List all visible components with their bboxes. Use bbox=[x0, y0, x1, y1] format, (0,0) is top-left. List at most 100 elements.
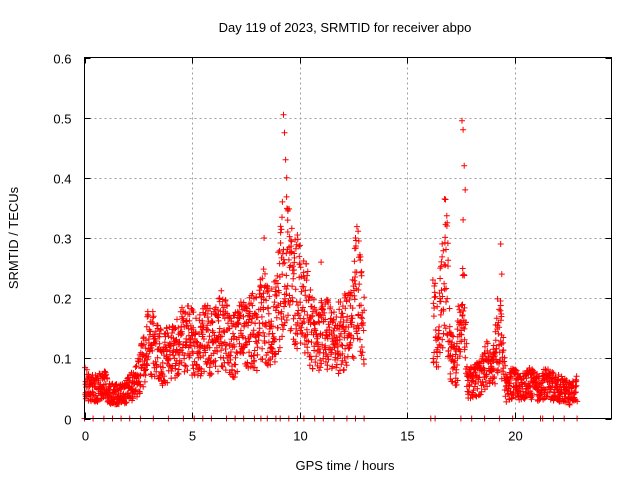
data-point-plus bbox=[103, 371, 110, 378]
data-point-plus bbox=[266, 293, 273, 300]
data-point-plus bbox=[263, 297, 270, 304]
data-point-plus bbox=[327, 315, 334, 322]
data-point-plus bbox=[438, 258, 445, 265]
data-point-plus bbox=[445, 348, 452, 355]
data-point-plus bbox=[147, 328, 154, 335]
data-point-plus bbox=[204, 322, 211, 329]
data-point-plus bbox=[149, 308, 156, 315]
data-point-plus bbox=[439, 240, 446, 247]
data-point-plus bbox=[460, 308, 467, 314]
data-point-plus bbox=[299, 329, 306, 336]
data-point-plus bbox=[254, 351, 261, 358]
x-tick-label: 20 bbox=[508, 429, 522, 444]
data-point-plus bbox=[453, 366, 460, 373]
data-point-plus bbox=[137, 382, 144, 389]
data-point-plus bbox=[309, 365, 316, 372]
data-point-plus bbox=[321, 309, 328, 316]
data-point-plus bbox=[356, 325, 362, 332]
data-point-plus bbox=[85, 371, 92, 378]
data-point-plus bbox=[206, 344, 213, 351]
data-point-plus bbox=[151, 373, 158, 380]
data-point-plus bbox=[526, 365, 533, 371]
data-point-plus bbox=[246, 308, 253, 315]
data-point-plus bbox=[280, 256, 287, 263]
data-point-plus bbox=[442, 325, 449, 332]
data-point-plus bbox=[342, 359, 349, 366]
data-point-plus bbox=[461, 336, 468, 343]
data-point-plus bbox=[244, 305, 250, 312]
data-point-plus bbox=[280, 111, 287, 118]
data-point-plus bbox=[430, 300, 437, 307]
data-point-plus bbox=[145, 353, 152, 360]
data-point-plus bbox=[286, 301, 293, 308]
data-point-plus bbox=[573, 389, 579, 396]
data-point-plus bbox=[259, 345, 266, 352]
y-tick-label: 0.5 bbox=[53, 112, 71, 127]
data-point-plus bbox=[240, 334, 246, 341]
data-point-plus bbox=[232, 361, 239, 368]
data-point-plus bbox=[201, 368, 208, 375]
data-point-plus bbox=[265, 357, 272, 364]
data-point-plus bbox=[286, 205, 293, 212]
data-point-plus bbox=[349, 315, 356, 322]
data-point-plus bbox=[256, 287, 263, 294]
x-tick-label: 5 bbox=[189, 429, 196, 444]
data-point-plus bbox=[566, 401, 573, 407]
data-point-plus bbox=[357, 257, 364, 264]
data-point-plus bbox=[186, 311, 193, 318]
data-point-plus bbox=[338, 330, 344, 337]
data-point-plus bbox=[283, 174, 290, 181]
data-point-plus bbox=[256, 320, 263, 326]
data-point-plus bbox=[285, 256, 292, 263]
data-point-plus bbox=[269, 346, 276, 352]
data-point-plus bbox=[142, 345, 149, 352]
data-point-plus bbox=[270, 303, 277, 310]
data-point-plus bbox=[348, 312, 355, 319]
data-point-plus bbox=[354, 322, 361, 329]
data-point-plus bbox=[358, 344, 365, 350]
data-point-plus bbox=[359, 315, 366, 322]
data-point-plus bbox=[231, 312, 238, 319]
data-point-plus bbox=[285, 312, 291, 319]
data-point-plus bbox=[190, 309, 197, 316]
data-point-plus bbox=[507, 380, 513, 387]
data-point-plus bbox=[296, 243, 302, 250]
data-point-plus bbox=[351, 277, 358, 284]
data-point-plus bbox=[343, 362, 350, 369]
data-point-plus bbox=[500, 347, 507, 354]
data-point-plus bbox=[207, 357, 214, 364]
data-point-plus bbox=[178, 328, 185, 335]
data-point-plus bbox=[317, 357, 324, 364]
data-point-plus bbox=[437, 298, 444, 305]
data-point-plus bbox=[90, 391, 97, 398]
data-point-plus bbox=[445, 338, 452, 345]
data-point-plus bbox=[150, 313, 157, 320]
data-point-plus bbox=[302, 292, 309, 299]
data-point-plus bbox=[281, 322, 288, 329]
data-point-plus bbox=[507, 388, 514, 395]
data-point-plus bbox=[226, 340, 233, 347]
data-point-plus bbox=[528, 396, 535, 403]
data-point-plus bbox=[296, 253, 303, 260]
data-point-plus bbox=[461, 304, 468, 311]
data-point-plus bbox=[222, 367, 229, 374]
data-point-plus bbox=[474, 385, 481, 392]
data-point-plus bbox=[172, 325, 179, 332]
data-point-plus bbox=[230, 330, 236, 337]
data-point-plus bbox=[298, 307, 305, 314]
y-tick-label: 0.4 bbox=[53, 172, 71, 187]
data-point-plus bbox=[251, 347, 258, 354]
data-point-plus bbox=[160, 364, 166, 371]
data-point-plus bbox=[186, 352, 193, 359]
data-point-plus bbox=[275, 348, 282, 355]
data-point-plus bbox=[342, 305, 349, 312]
data-point-plus bbox=[490, 342, 497, 349]
data-point-plus bbox=[209, 319, 216, 326]
data-point-plus bbox=[458, 302, 465, 309]
data-point-plus bbox=[496, 324, 503, 331]
data-point-plus bbox=[226, 360, 232, 366]
data-point-plus bbox=[196, 317, 203, 324]
data-point-plus bbox=[275, 249, 282, 256]
data-point-plus bbox=[288, 225, 295, 232]
data-point-plus bbox=[165, 356, 172, 363]
